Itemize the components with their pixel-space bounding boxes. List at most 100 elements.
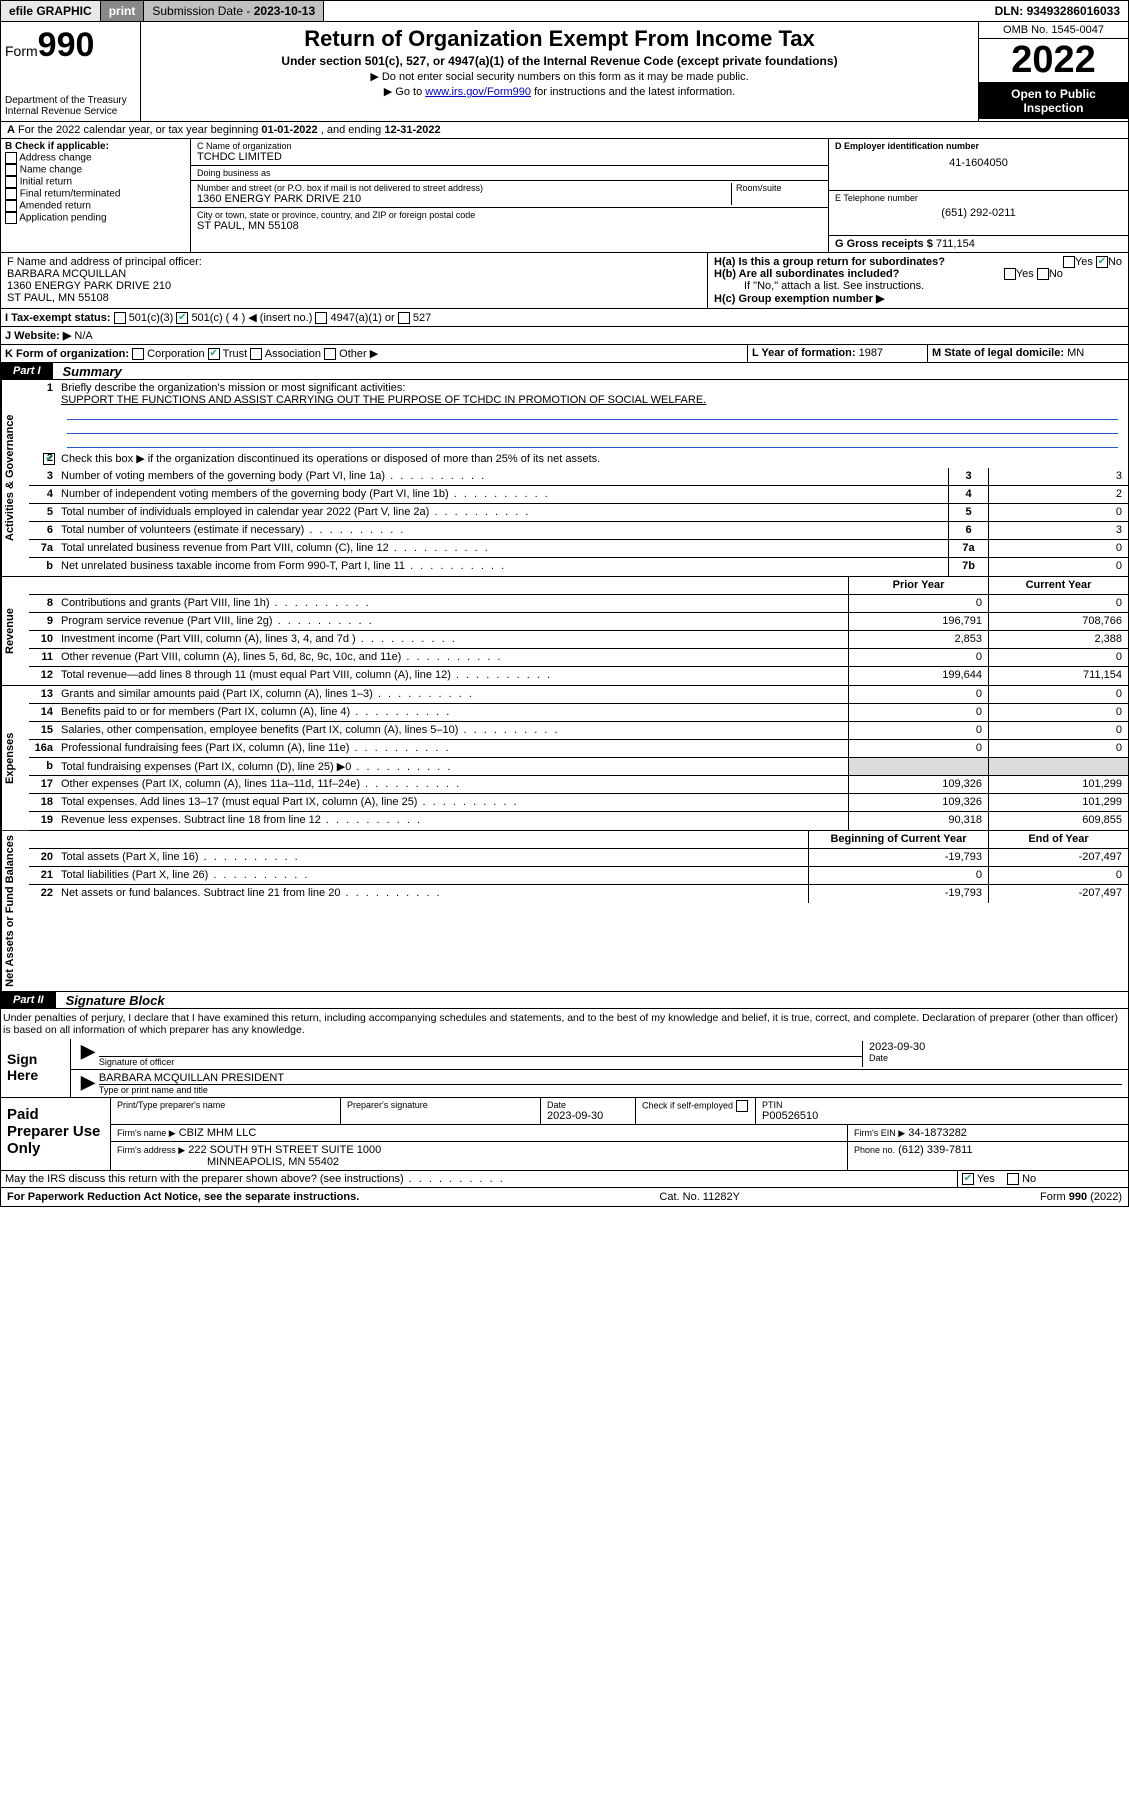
print-button[interactable]: print [101, 1, 145, 21]
vlabel-governance: Activities & Governance [1, 380, 29, 576]
footer-mid: Cat. No. 11282Y [659, 1191, 740, 1203]
chk-label: Name change [20, 165, 82, 176]
sumline: 21 Total liabilities (Part X, line 26) 0… [29, 867, 1128, 885]
chk-other[interactable] [324, 348, 336, 360]
sumline: b Net unrelated business taxable income … [29, 558, 1128, 576]
chk-4947[interactable] [315, 312, 327, 324]
org-name: TCHDC LIMITED [197, 151, 822, 163]
efile-button[interactable]: efile GRAPHIC [1, 1, 101, 21]
line-a-end: 12-31-2022 [384, 124, 440, 136]
form-prefix: Form [5, 43, 38, 59]
line2-checkbox[interactable] [43, 453, 55, 465]
yes: Yes [977, 1173, 995, 1185]
paid-label: Paid Preparer Use Only [1, 1098, 111, 1170]
name-label: Type or print name and title [99, 1085, 1122, 1095]
chk-label: Initial return [20, 177, 72, 188]
rev-header: Prior Year Current Year [29, 577, 1128, 595]
chk-name-change[interactable]: Name change [5, 164, 186, 176]
ha-no[interactable] [1096, 256, 1108, 268]
form-number: Form990 [5, 26, 136, 65]
sumline: 22 Net assets or fund balances. Subtract… [29, 885, 1128, 903]
chk-label: Application pending [19, 213, 106, 224]
paid-row-2: Firm's name ▶ CBIZ MHM LLC Firm's EIN ▶ … [111, 1125, 1128, 1142]
submission-date-label: Submission Date - [152, 4, 253, 18]
irs-yes[interactable] [962, 1173, 974, 1185]
open-inspection: Open to Public Inspection [979, 83, 1128, 119]
chk-initial-return[interactable]: Initial return [5, 176, 186, 188]
irs-link[interactable]: www.irs.gov/Form990 [425, 86, 531, 98]
box-e-label: E Telephone number [835, 193, 1122, 203]
opt-4947: 4947(a)(1) or [331, 312, 395, 324]
summary-table: Activities & Governance 1 Briefly descri… [0, 380, 1129, 992]
part1-tag: Part I [1, 363, 53, 379]
no: No [1022, 1173, 1036, 1185]
row-i: I Tax-exempt status: 501(c)(3) 501(c) ( … [0, 309, 1129, 327]
ptin: P00526510 [762, 1110, 818, 1122]
box-f: F Name and address of principal officer:… [1, 253, 708, 308]
hdr-begin: Beginning of Current Year [808, 831, 988, 848]
opt-corp: Corporation [147, 348, 204, 360]
chk-trust[interactable] [208, 348, 220, 360]
no-label: No [1049, 268, 1063, 280]
hb-yes[interactable] [1004, 268, 1016, 280]
chk-final-return[interactable]: Final return/terminated [5, 188, 186, 200]
line1-label: Briefly describe the organization's miss… [61, 382, 405, 394]
year-formation: 1987 [859, 347, 883, 359]
chk-label: Amended return [19, 201, 91, 212]
vlabel-revenue: Revenue [1, 577, 29, 685]
line-2: 2 Check this box ▶ if the organization d… [29, 450, 1128, 468]
firm-addr2: MINNEAPOLIS, MN 55402 [117, 1156, 339, 1168]
website: N/A [74, 330, 92, 342]
chk-app-pending[interactable]: Application pending [5, 212, 186, 224]
chk-label: Address change [19, 153, 91, 164]
ha-yes[interactable] [1063, 256, 1075, 268]
chk-501c3[interactable] [114, 312, 126, 324]
chk-address-change[interactable]: Address change [5, 152, 186, 164]
top-bar: efile GRAPHIC print Submission Date - 20… [0, 0, 1129, 22]
chk-corp[interactable] [132, 348, 144, 360]
hb-note: If "No," attach a list. See instructions… [714, 280, 1122, 292]
note2-pre: ▶ Go to [384, 86, 425, 98]
sumline: 17 Other expenses (Part IX, column (A), … [29, 776, 1128, 794]
paid-preparer: Paid Preparer Use Only Print/Type prepar… [0, 1098, 1129, 1171]
hdr-end: End of Year [988, 831, 1128, 848]
firm-addr1: 222 SOUTH 9TH STREET SUITE 1000 [188, 1144, 381, 1156]
part1-header: Part I Summary [0, 363, 1129, 380]
vlabel-net: Net Assets or Fund Balances [1, 831, 29, 991]
chk-self-employed[interactable] [736, 1100, 748, 1112]
p-h1: Print/Type preparer's name [117, 1100, 334, 1110]
irs-discuss: May the IRS discuss this return with the… [0, 1171, 1129, 1188]
tax-year: 2022 [979, 39, 1128, 83]
p-h2: Preparer's signature [347, 1100, 534, 1110]
sumline: 14 Benefits paid to or for members (Part… [29, 704, 1128, 722]
submission-date-value: 2023-10-13 [254, 4, 315, 18]
line-a-mid: , and ending [321, 124, 385, 136]
box-f-label: F Name and address of principal officer: [7, 256, 701, 268]
part2-title: Signature Block [56, 993, 165, 1008]
form-number-box: Form990 Department of the Treasury Inter… [1, 22, 141, 121]
chk-amended[interactable]: Amended return [5, 200, 186, 212]
sumline: 6 Total number of volunteers (estimate i… [29, 522, 1128, 540]
sumline: 19 Revenue less expenses. Subtract line … [29, 812, 1128, 830]
sign-date-label: Date [869, 1053, 1122, 1063]
chk-501c[interactable] [176, 312, 188, 324]
chk-527[interactable] [398, 312, 410, 324]
header-title-box: Return of Organization Exempt From Incom… [141, 22, 978, 121]
hb-no[interactable] [1037, 268, 1049, 280]
irs-discuss-text: May the IRS discuss this return with the… [5, 1173, 505, 1185]
box-k-label: K Form of organization: [5, 348, 129, 360]
sumline: 3 Number of voting members of the govern… [29, 468, 1128, 486]
box-h: H(a) Is this a group return for subordin… [708, 253, 1128, 308]
irs-no[interactable] [1007, 1173, 1019, 1185]
chk-assoc[interactable] [250, 348, 262, 360]
opt-assoc: Association [265, 348, 321, 360]
hc-label: H(c) Group exemption number ▶ [714, 293, 884, 305]
mission-text: SUPPORT THE FUNCTIONS AND ASSIST CARRYIN… [61, 394, 706, 406]
officer-addr1: 1360 ENERGY PARK DRIVE 210 [7, 280, 701, 292]
arrow-icon: ▶ [77, 1072, 99, 1095]
box-i-label: I Tax-exempt status: [5, 312, 111, 324]
line2-text: Check this box ▶ if the organization dis… [61, 453, 600, 465]
p-h5: PTIN [762, 1100, 1122, 1110]
page-footer: For Paperwork Reduction Act Notice, see … [0, 1188, 1129, 1207]
line-a-begin: 01-01-2022 [261, 124, 317, 136]
